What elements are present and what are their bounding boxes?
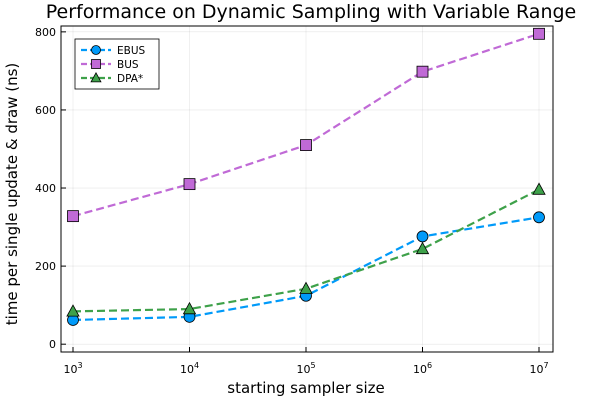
data-point [91,59,101,69]
legend-item: EBUS [81,45,146,57]
data-point [299,281,313,294]
data-point [533,211,545,224]
x-tick-exponent: 5 [310,361,315,370]
data-point [415,241,430,255]
data-point [183,178,196,191]
plot-frame [60,25,554,353]
y-tick-label: 200 [35,260,56,273]
x-tick-label: 106 [413,361,432,376]
y-tick-label: 400 [35,182,56,195]
y-axis-ticks: 0 200 400 600 800 [35,26,66,351]
y-tick-label: 0 [49,338,56,351]
series-dpa- [66,182,546,317]
x-tick-label: 103 [63,361,82,376]
x-tick-exponent: 3 [77,361,82,370]
legend-item: BUS [81,59,139,71]
series-ebus [67,211,545,326]
x-tick-base: 10 [413,363,427,376]
x-tick-label: 107 [529,361,548,376]
x-tick-label: 105 [296,361,315,376]
data-point [90,71,102,83]
x-tick-exponent: 4 [194,361,199,370]
y-tick-label: 800 [35,26,56,39]
data-point [532,182,546,195]
data-point [67,210,79,223]
data-point [182,301,197,315]
data-point [66,304,80,317]
y-axis-label: time per single update & draw (ns) [3,63,21,326]
series-bus [67,27,545,223]
chart-title: Performance on Dynamic Sampling with Var… [46,1,577,23]
x-axis-ticks: 103 104 105 106 107 [63,347,549,376]
legend-label: EBUS [117,45,146,57]
x-tick-base: 10 [296,363,310,376]
legend-box [74,38,160,90]
data-point [533,27,545,40]
data-point [416,230,429,243]
x-tick-base: 10 [63,363,77,376]
data-point [91,45,101,55]
legend-label: BUS [117,59,139,71]
data-point [300,139,312,151]
x-axis-label: starting sampler size [227,379,384,397]
legend-item: DPA* [81,71,143,85]
x-tick-exponent: 7 [543,361,548,370]
legend-label: DPA* [117,73,143,85]
x-tick-label: 104 [180,361,199,376]
y-tick-label: 600 [35,104,56,117]
x-tick-exponent: 6 [427,361,432,370]
x-tick-base: 10 [529,363,543,376]
x-tick-base: 10 [180,363,194,376]
series-layer [66,27,546,326]
legend: EBUS BUS DPA* [74,38,160,90]
data-point [416,65,429,78]
